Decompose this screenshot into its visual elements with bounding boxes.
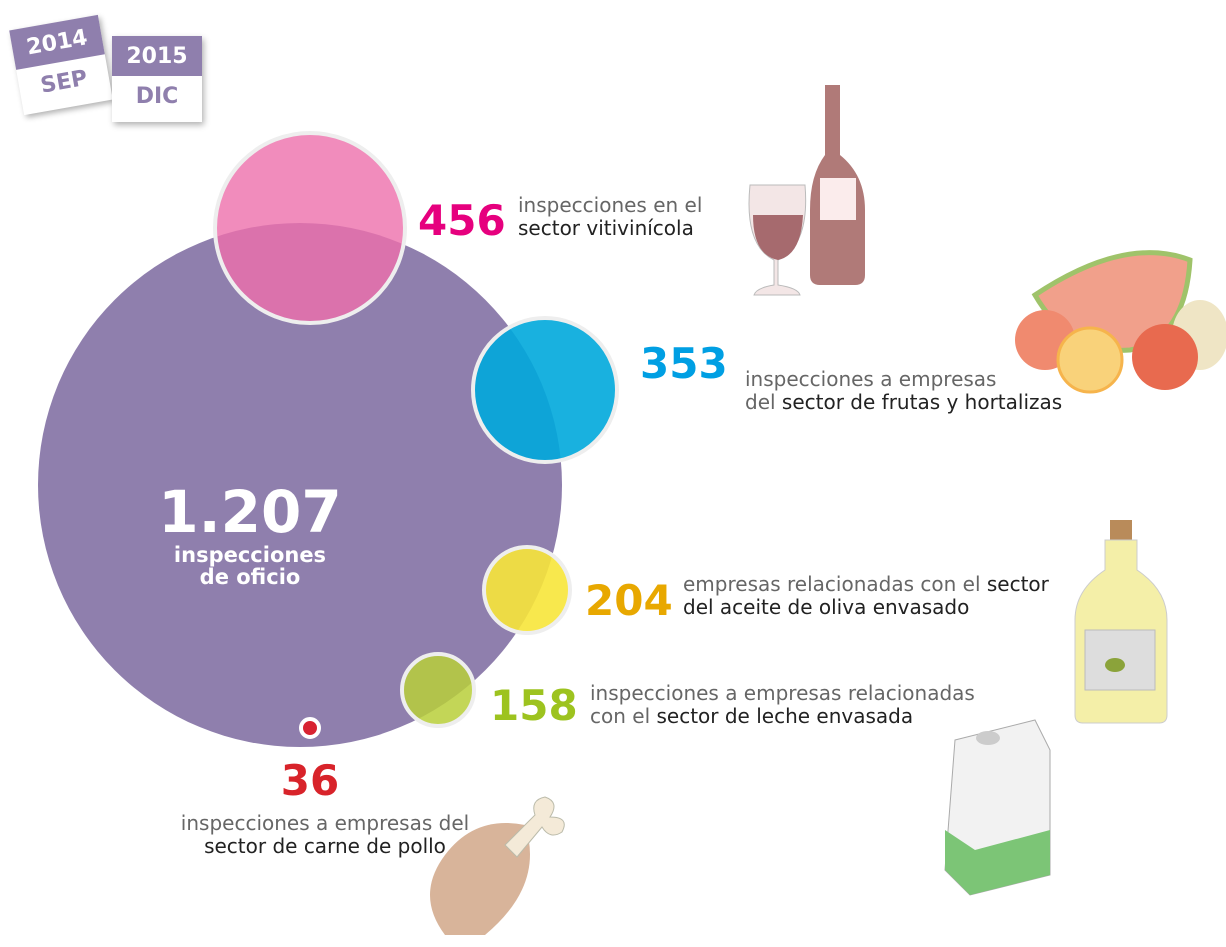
total: 1.207 inspecciones de oficio xyxy=(150,480,350,588)
total-label: de oficio xyxy=(150,566,350,588)
item-number: 353 xyxy=(640,343,728,385)
chicken-bubble xyxy=(301,719,319,737)
milk-icon xyxy=(945,720,1050,895)
milk-bubble xyxy=(402,654,474,726)
plain-text: inspecciones a empresas xyxy=(745,367,996,391)
plain-text: con el xyxy=(590,704,656,728)
page: 2014 SEP 2015 DIC 1.207 inspe xyxy=(0,0,1226,947)
plain-text: inspecciones a empresas relacionadas xyxy=(590,681,975,705)
item-text: inspecciones a empresas relacionadas con… xyxy=(590,682,975,728)
fruit-bubble xyxy=(473,318,617,462)
highlight-text: sector de carne de pollo xyxy=(204,834,446,858)
plain-text: empresas relacionadas con el xyxy=(683,572,987,596)
highlight-text: sector de leche envasada xyxy=(656,704,913,728)
item-number: 204 xyxy=(585,580,673,622)
item-text: inspecciones a empresas del sector de ca… xyxy=(165,812,485,858)
plain-text: inspecciones en el xyxy=(518,193,702,217)
item-text: inspecciones en el sector vitivinícola xyxy=(518,194,702,240)
total-label: inspecciones xyxy=(150,544,350,566)
item-number: 36 xyxy=(260,760,360,802)
highlight-text: sector de frutas y hortalizas xyxy=(782,390,1062,414)
plain-text: del xyxy=(745,390,782,414)
bubbles xyxy=(0,0,1226,947)
item-number: 456 xyxy=(418,200,506,242)
highlight-text: sector xyxy=(987,572,1049,596)
item-text: empresas relacionadas con el sector del … xyxy=(683,573,1049,619)
plain-text: inspecciones a empresas del xyxy=(181,811,469,835)
oil-icon xyxy=(1075,520,1167,723)
total-number: 1.207 xyxy=(150,480,350,544)
wine-bubble xyxy=(215,133,405,323)
item-number: 158 xyxy=(490,685,578,727)
highlight-text: sector vitivinícola xyxy=(518,216,694,240)
highlight-text: del aceite de oliva envasado xyxy=(683,595,969,619)
item-text: inspecciones a empresas del sector de fr… xyxy=(745,368,1062,414)
wine-icon xyxy=(749,85,865,295)
oil-bubble xyxy=(484,547,570,633)
